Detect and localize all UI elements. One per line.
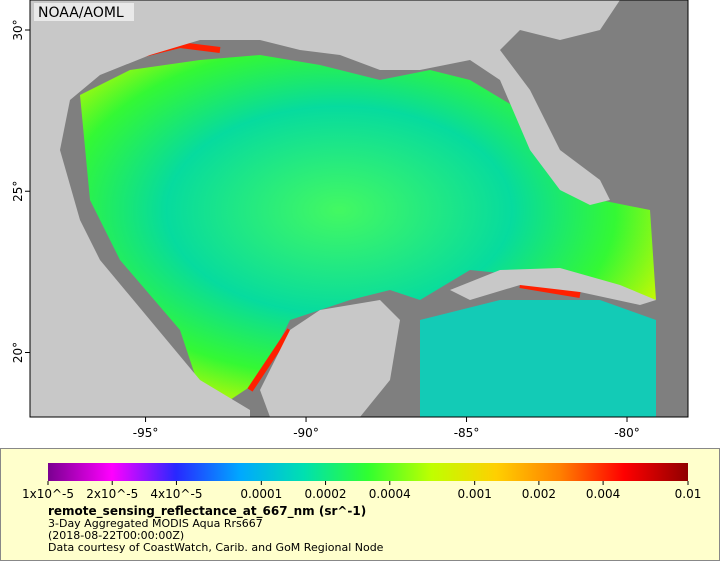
colorbar-tick-label: 0.004	[586, 487, 620, 501]
map-title: NOAA/AOML	[38, 5, 124, 21]
cuba	[450, 268, 656, 305]
colorbar-tick-label: 0.001	[457, 487, 491, 501]
land	[30, 0, 688, 417]
y-tick-label: 25°	[11, 181, 25, 202]
x-tick-label: -90°	[293, 426, 319, 440]
colorbar	[48, 463, 688, 481]
data-field-south	[420, 300, 656, 417]
colorbar-tick-label: 0.002	[522, 487, 556, 501]
colorbar-tick-label: 2x10^-5	[86, 487, 138, 501]
variable-name: remote_sensing_reflectance_at_667_nm (sr…	[48, 504, 366, 519]
yucatan	[260, 300, 400, 417]
x-tick-label: -95°	[133, 426, 159, 440]
colorbar-tick-label: 0.0001	[240, 487, 282, 501]
legend-line: Data courtesy of CoastWatch, Carib. and …	[48, 541, 384, 554]
colorbar-tick-label: 4x10^-5	[150, 487, 202, 501]
colorbar-tick-label: 0.01	[675, 487, 702, 501]
legend-line: (2018-08-22T00:00:00Z)	[48, 529, 184, 542]
data-field	[80, 55, 656, 400]
colorbar-tick-label: 0.0002	[305, 487, 347, 501]
x-tick-label: -80°	[614, 426, 640, 440]
y-tick-label: 20°	[11, 342, 25, 363]
map	[30, 0, 688, 417]
no-data-strip	[656, 0, 688, 417]
legend-line: 3-Day Aggregated MODIS Aqua Rrs667	[48, 517, 263, 530]
colorbar-tick-label: 1x10^-5	[22, 487, 74, 501]
map-frame	[29, 0, 689, 418]
title-bg	[34, 3, 134, 21]
colorbar-tick-label: 0.0004	[369, 487, 411, 501]
y-tick-label: 30°	[11, 19, 25, 40]
x-tick-label: -85°	[454, 426, 480, 440]
